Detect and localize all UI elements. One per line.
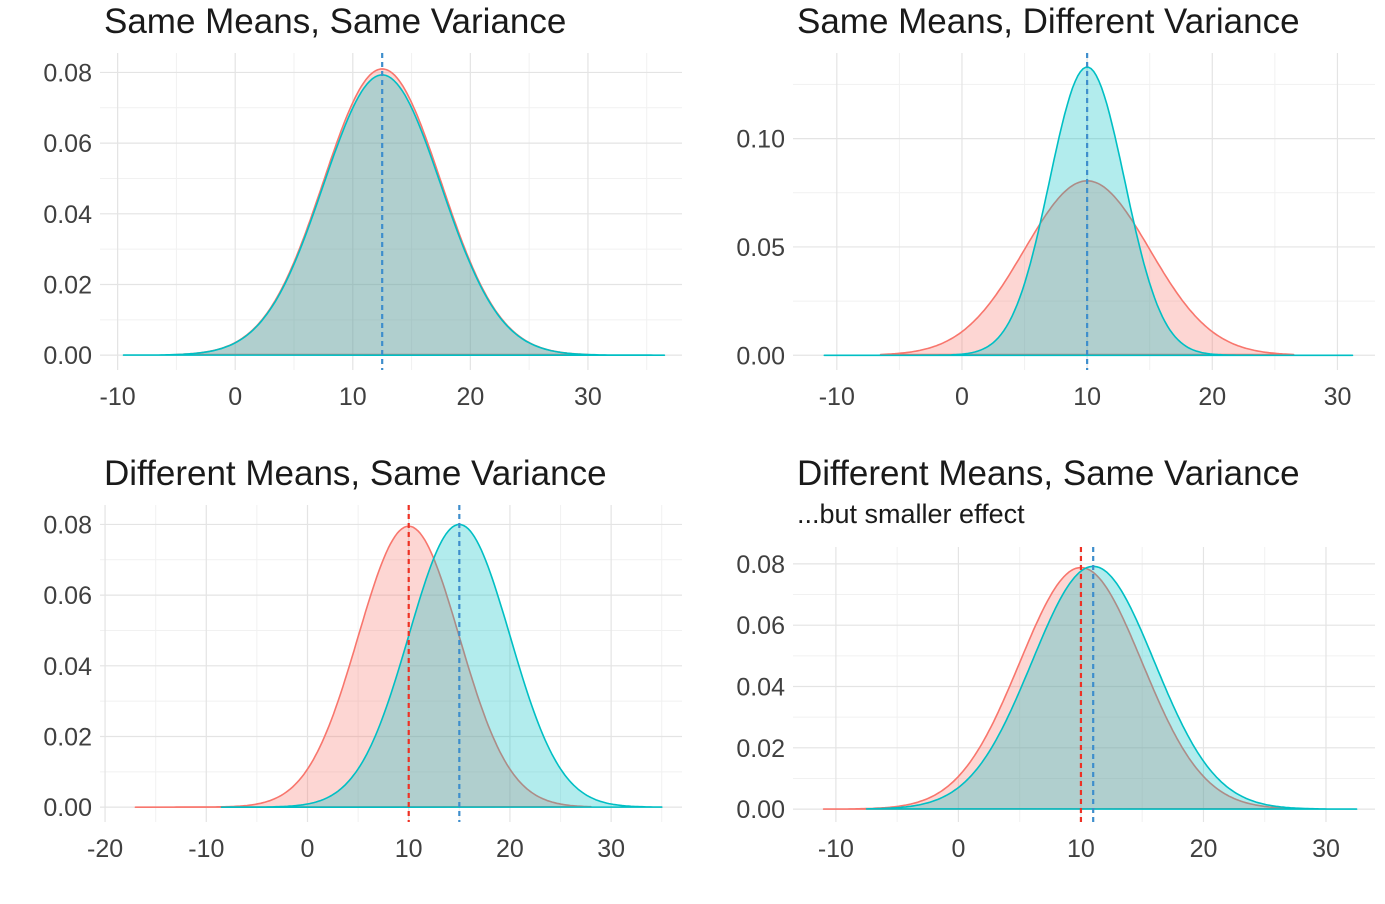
panel-same-means-different-variance: -10 0 10 20 30 0.00 0.05 0.10 Same Means, Diffe… <box>693 0 1385 452</box>
density-plot-different-means-same-variance: -20 -10 0 10 20 30 0.00 0.02 0.04 0.06 0.08 <box>43 505 682 863</box>
y-axis-tick-label: 0.08 <box>43 59 92 87</box>
x-axis-tick-label: 10 <box>339 383 367 411</box>
x-axis-tick-label: 30 <box>597 835 625 863</box>
y-axis-tick-label: 0.02 <box>43 724 92 752</box>
y-axis-tick-label: 0.06 <box>43 130 92 158</box>
chart-title: Same Means, Same Variance <box>104 2 567 41</box>
y-axis-tick-label: 0.00 <box>736 796 785 824</box>
x-axis-tick-label: 0 <box>955 383 969 411</box>
chart-title: Different Means, Same Variance <box>104 454 607 493</box>
panel-different-means-smaller-effect: -10 0 10 20 30 0.00 0.02 0.04 0.06 0.08 Different… <box>693 452 1385 904</box>
x-axis-tick-label: 30 <box>1324 383 1352 411</box>
x-axis-tick-label: 0 <box>301 835 315 863</box>
x-axis-tick-label: 0 <box>228 383 242 411</box>
x-axis-tick-label: 20 <box>1190 835 1218 863</box>
chart-title: Different Means, Same Variance <box>797 454 1300 493</box>
y-axis-tick-label: 0.05 <box>736 234 785 262</box>
density-plot-same-means-same-variance: -10 0 10 20 30 0.00 0.02 0.04 0.06 0.08 <box>43 53 682 411</box>
y-axis-tick-label: 0.02 <box>736 735 785 763</box>
y-axis-tick-label: 0.04 <box>43 201 92 229</box>
panel-same-means-same-variance: -10 0 10 20 30 0.00 0.02 0.04 0.06 0.08 Same Mean… <box>0 0 692 452</box>
y-axis-tick-label: 0.00 <box>43 794 92 822</box>
x-axis-tick-label: -20 <box>87 835 123 863</box>
y-axis-tick-label: 0.08 <box>43 511 92 539</box>
x-axis-tick-label: 0 <box>951 835 965 863</box>
x-axis-tick-label: 20 <box>1198 383 1226 411</box>
chart-title: Same Means, Different Variance <box>797 2 1300 41</box>
x-axis-tick-label: 30 <box>574 383 602 411</box>
density-plot-same-means-different-variance: -10 0 10 20 30 0.00 0.05 0.10 <box>736 53 1375 411</box>
y-axis-tick-label: 0.04 <box>43 653 92 681</box>
x-axis-tick-label: 30 <box>1312 835 1340 863</box>
y-axis-tick-label: 0.02 <box>43 272 92 300</box>
x-axis-tick-label: 20 <box>456 383 484 411</box>
x-axis-tick-label: -10 <box>188 835 224 863</box>
x-axis-tick-label: -10 <box>818 835 854 863</box>
y-axis-tick-label: 0.10 <box>736 126 785 154</box>
x-axis-tick-label: 10 <box>395 835 423 863</box>
density-plot-different-means-smaller-effect: -10 0 10 20 30 0.00 0.02 0.04 0.06 0.08 <box>736 547 1375 863</box>
x-axis-tick-label: -10 <box>819 383 855 411</box>
y-axis-tick-label: 0.00 <box>736 342 785 370</box>
y-axis-tick-label: 0.08 <box>736 551 785 579</box>
x-axis-tick-label: 10 <box>1067 835 1095 863</box>
x-axis-tick-label: 20 <box>496 835 524 863</box>
panel-different-means-same-variance: -20 -10 0 10 20 30 0.00 0.02 0.04 0.06 0.08 Differ… <box>0 452 692 904</box>
chart-subtitle: ...but smaller effect <box>797 499 1025 529</box>
x-axis-tick-label: -10 <box>100 383 136 411</box>
x-axis-tick-label: 10 <box>1073 383 1101 411</box>
y-axis-tick-label: 0.06 <box>43 582 92 610</box>
y-axis-tick-label: 0.00 <box>43 342 92 370</box>
y-axis-tick-label: 0.06 <box>736 612 785 640</box>
y-axis-tick-label: 0.04 <box>736 674 785 702</box>
